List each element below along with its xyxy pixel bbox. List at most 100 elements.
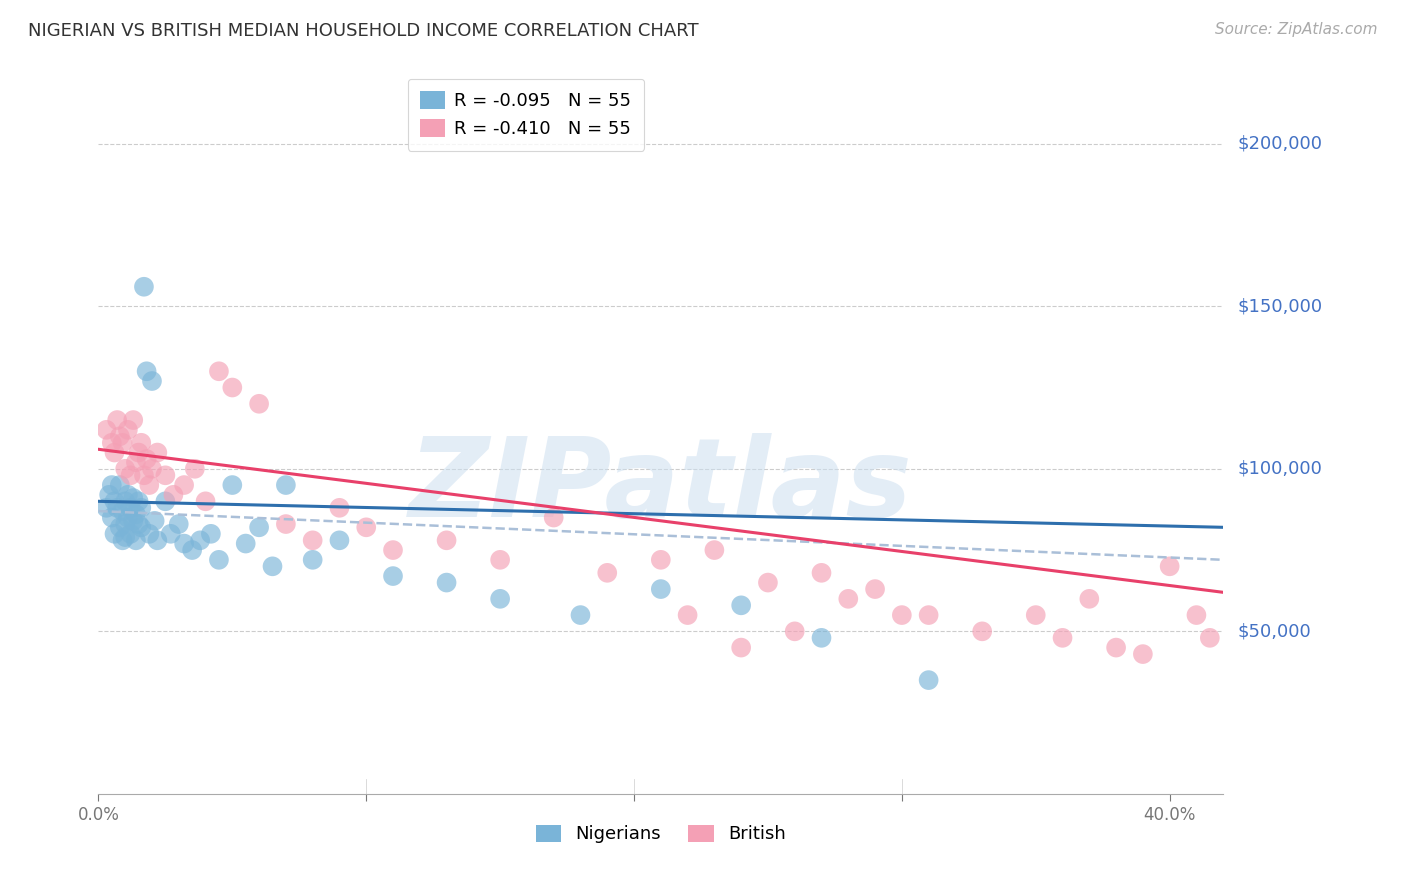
Point (890, 608, 912, 623)
Point (200, 526, 222, 541)
Point (783, 624, 806, 639)
Point (301, 553, 323, 567)
Point (128, 445, 150, 459)
Point (810, 631, 832, 645)
Point (1185, 608, 1208, 623)
Point (108, 429, 131, 443)
Point (917, 608, 939, 623)
Text: ZIPatlas: ZIPatlas (409, 434, 912, 541)
Point (101, 510, 124, 524)
Point (128, 517, 150, 532)
Point (146, 445, 169, 459)
Point (114, 530, 136, 544)
Point (301, 533, 323, 548)
Point (221, 478, 243, 492)
Point (1198, 631, 1220, 645)
Point (141, 462, 163, 476)
Point (972, 624, 994, 639)
Point (125, 508, 148, 522)
Point (111, 533, 134, 548)
Point (138, 478, 160, 492)
Point (111, 435, 134, 450)
Point (173, 536, 195, 550)
Point (120, 500, 142, 515)
Point (328, 500, 350, 515)
Point (117, 510, 139, 524)
Point (129, 520, 152, 534)
Point (173, 478, 195, 492)
Point (125, 455, 148, 469)
Point (146, 533, 169, 548)
Point (135, 364, 157, 378)
Point (274, 517, 297, 532)
Point (96, 423, 118, 437)
Point (274, 478, 297, 492)
Point (730, 640, 752, 655)
Point (1025, 608, 1047, 623)
Point (155, 494, 177, 508)
Point (103, 445, 125, 459)
Point (141, 374, 163, 388)
Text: NIGERIAN VS BRITISH MEDIAN HOUSEHOLD INCOME CORRELATION CHART: NIGERIAN VS BRITISH MEDIAN HOUSEHOLD INC… (28, 22, 699, 40)
Point (101, 435, 124, 450)
Point (129, 500, 152, 515)
Point (208, 553, 231, 567)
Point (162, 488, 184, 502)
Point (247, 397, 270, 411)
Point (181, 543, 204, 558)
Point (135, 452, 157, 467)
Point (105, 413, 128, 427)
Text: $100,000: $100,000 (1237, 459, 1322, 478)
Point (143, 514, 166, 528)
Point (194, 494, 217, 508)
Point (125, 533, 148, 548)
Point (235, 536, 257, 550)
Point (1052, 631, 1074, 645)
Point (96, 500, 118, 515)
Point (155, 468, 177, 483)
Point (132, 279, 155, 293)
Point (114, 462, 136, 476)
Point (103, 494, 125, 508)
Point (1132, 647, 1154, 661)
Point (128, 494, 150, 508)
Point (129, 435, 152, 450)
Point (1078, 591, 1101, 606)
Point (108, 478, 131, 492)
Point (188, 533, 211, 548)
Point (328, 533, 350, 548)
Text: $200,000: $200,000 (1237, 135, 1322, 153)
Point (917, 673, 939, 687)
Point (114, 517, 136, 532)
Point (117, 488, 139, 502)
Point (103, 526, 125, 541)
Point (489, 591, 512, 606)
Legend: Nigerians, British: Nigerians, British (529, 817, 793, 851)
Point (208, 364, 231, 378)
Point (596, 566, 619, 580)
Point (247, 520, 270, 534)
Point (138, 526, 160, 541)
Point (117, 423, 139, 437)
Text: $150,000: $150,000 (1237, 297, 1322, 315)
Point (159, 526, 181, 541)
Point (120, 526, 142, 541)
Point (122, 514, 145, 528)
Point (354, 520, 377, 534)
Point (221, 380, 243, 394)
Point (676, 608, 699, 623)
Point (810, 566, 832, 580)
Point (382, 569, 405, 583)
Point (98, 488, 121, 502)
Point (111, 504, 134, 518)
Point (837, 591, 859, 606)
Point (167, 517, 190, 532)
Point (122, 413, 145, 427)
Text: Source: ZipAtlas.com: Source: ZipAtlas.com (1215, 22, 1378, 37)
Point (436, 575, 458, 590)
Point (184, 462, 207, 476)
Point (122, 491, 145, 505)
Point (114, 494, 136, 508)
Point (262, 559, 284, 574)
Point (132, 468, 155, 483)
